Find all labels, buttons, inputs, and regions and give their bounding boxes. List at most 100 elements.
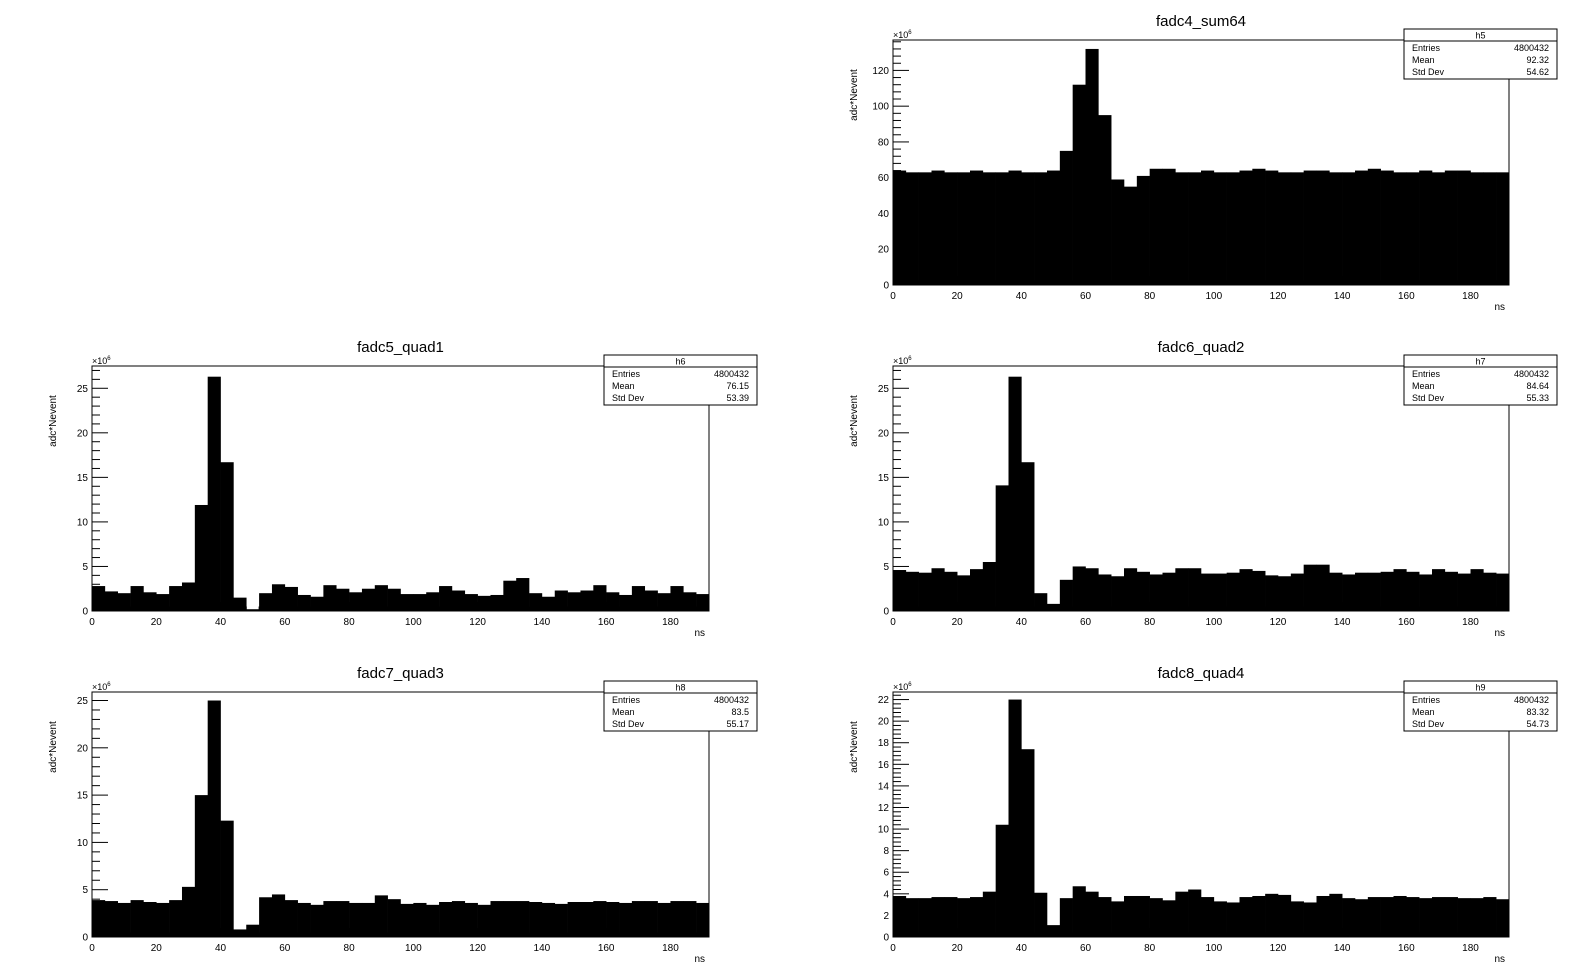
histogram-bar [413, 902, 427, 937]
histogram-bar [336, 901, 350, 937]
histogram-bar [117, 902, 131, 937]
histogram-bar [1290, 172, 1304, 285]
x-tick-label: 160 [1398, 291, 1415, 302]
histogram-bar [1188, 889, 1202, 937]
histogram-bar [1021, 462, 1035, 611]
histogram-bar [554, 590, 568, 611]
y-tick-label: 20 [77, 428, 89, 439]
histogram-bar [567, 902, 581, 937]
x-tick-label: 80 [1144, 617, 1156, 628]
histogram-bar [1175, 891, 1189, 937]
histogram-bar [336, 588, 350, 611]
histogram-bar [1329, 572, 1343, 611]
histogram-bar [1483, 897, 1497, 937]
y-tick-label: 25 [77, 696, 89, 707]
histogram-bar [1059, 579, 1073, 611]
histogram-bar [1303, 170, 1317, 285]
stats-box-name: h9 [1475, 683, 1485, 693]
stats-row-value: 54.62 [1526, 67, 1549, 77]
histogram-bar [1136, 175, 1150, 285]
histogram-bar [1239, 569, 1253, 611]
histogram-bar [931, 170, 945, 285]
histogram-bar [143, 902, 157, 937]
histogram-bar [957, 898, 971, 937]
stats-box: h7 Entries 4800432 Mean 84.64 Std Dev 55.33 [1403, 354, 1558, 406]
y-tick-label: 5 [82, 562, 88, 573]
stats-row-value: 76.15 [726, 381, 749, 391]
x-tick-label: 20 [952, 943, 964, 954]
histogram-bar [1008, 170, 1022, 285]
x-tick-label: 100 [1205, 943, 1222, 954]
x-tick-label: 120 [1270, 617, 1287, 628]
histogram-bar [130, 586, 144, 611]
stats-row-value: 84.64 [1526, 381, 1549, 391]
x-tick-label: 20 [952, 617, 964, 628]
histogram-bar [1085, 891, 1099, 937]
stats-box: h8 Entries 4800432 Mean 83.5 Std Dev 55.17 [603, 680, 758, 732]
histogram-bar [905, 571, 919, 611]
histogram-bar [156, 902, 170, 937]
histogram-bar [130, 900, 144, 937]
x-tick-label: 120 [469, 617, 486, 628]
histogram-bar [580, 590, 594, 611]
x-tick-label: 40 [215, 943, 227, 954]
y-exponent-label: ×106 [893, 682, 912, 692]
histogram-bar [1047, 170, 1061, 285]
histogram-bar [1021, 172, 1035, 285]
histogram-bar [529, 902, 543, 937]
stats-row-value: 83.5 [731, 707, 749, 717]
histogram-bar [1111, 179, 1125, 285]
histogram-bar [1316, 170, 1330, 285]
stats-row-label: Entries [1412, 43, 1441, 53]
histogram-bar [529, 593, 543, 611]
stats-box: h9 Entries 4800432 Mean 83.32 Std Dev 54.73 [1403, 680, 1558, 732]
histogram-bar [1085, 48, 1099, 285]
stats-box-name: h5 [1475, 31, 1485, 41]
stats-row-label: Std Dev [1412, 67, 1445, 77]
x-axis: 0 20 40 60 80 100 120 140 160 180 ns [89, 602, 710, 639]
histogram-bar [905, 898, 919, 937]
histogram-bar [1188, 568, 1202, 611]
histogram-bar [477, 904, 491, 937]
histogram-bar [1444, 571, 1458, 611]
histogram-bar [918, 172, 932, 285]
histogram-bar [995, 485, 1009, 611]
x-tick-label: 180 [1462, 291, 1479, 302]
histogram-bar [931, 897, 945, 937]
histogram-bar [400, 903, 414, 937]
y-tick-label: 20 [878, 717, 890, 728]
stats-box-name: h6 [675, 357, 685, 367]
stats-row-label: Std Dev [1412, 393, 1445, 403]
histogram-bar [1149, 898, 1163, 937]
histogram-bar [220, 820, 234, 937]
histogram-bar [490, 901, 504, 937]
histogram-bar [194, 795, 208, 937]
histogram-bar [1201, 573, 1215, 611]
histogram-bar [1162, 168, 1176, 285]
stats-row-value: 54.73 [1526, 719, 1549, 729]
histogram-bar [1149, 168, 1163, 285]
histogram-bar [1367, 897, 1381, 937]
histogram-bar [619, 902, 633, 937]
histogram-bar [1072, 566, 1086, 611]
histogram-bar [644, 901, 658, 937]
histogram-bar [1457, 573, 1471, 611]
histogram-bar [374, 895, 388, 937]
x-tick-label: 60 [1080, 943, 1092, 954]
stats-row-value: 55.17 [726, 719, 749, 729]
histogram-bar [918, 572, 932, 611]
histogram-bar [387, 588, 401, 611]
histogram-bar [1098, 574, 1112, 611]
histogram-bar [631, 901, 646, 937]
histogram-bar [1329, 172, 1343, 285]
histogram-bar [1162, 572, 1176, 611]
y-tick-label: 6 [883, 868, 889, 879]
histogram-bar [117, 593, 131, 611]
histogram-bar [1098, 897, 1112, 937]
histogram-bar [92, 586, 106, 611]
histogram-bar [1393, 172, 1407, 285]
histogram-bar [1252, 570, 1266, 611]
stats-row-label: Entries [1412, 369, 1441, 379]
x-tick-label: 20 [151, 943, 163, 954]
histogram-bar [593, 585, 607, 611]
